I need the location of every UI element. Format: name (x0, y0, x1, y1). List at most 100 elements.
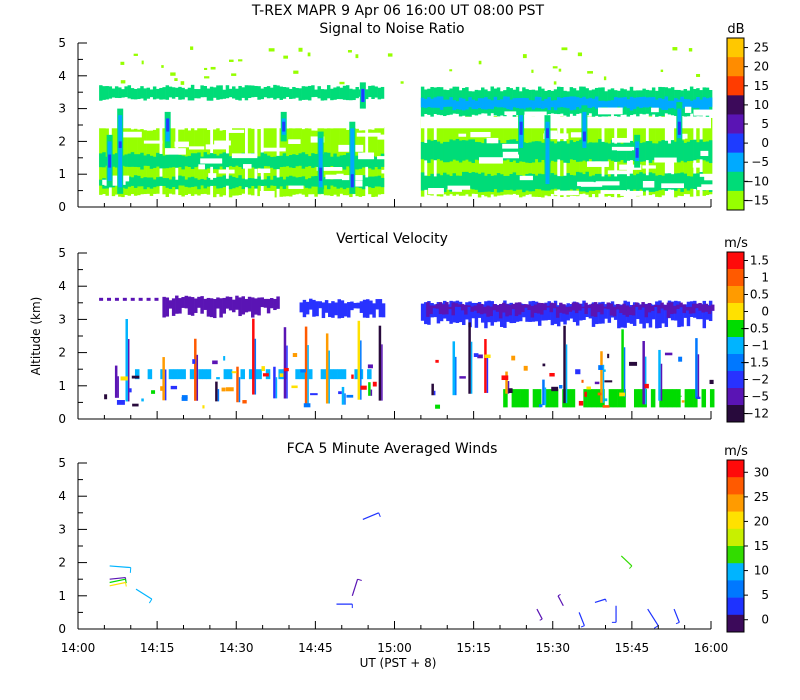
vv-speckle (435, 404, 441, 409)
snr-plume-core (118, 115, 123, 188)
vv-cell (276, 296, 280, 309)
vv-speckle (231, 371, 237, 374)
vv-cell (223, 369, 229, 380)
snr-cell (184, 156, 189, 167)
vv-streak (623, 347, 626, 398)
snr-cell (266, 155, 271, 167)
vv-cell (165, 297, 170, 317)
snr-cell (572, 142, 577, 161)
snr-cell (320, 89, 325, 101)
wind-barb (620, 555, 633, 567)
vv-cell (189, 369, 195, 380)
snr-cell (285, 156, 290, 167)
snr-gap (619, 164, 642, 170)
snr-cell (190, 176, 195, 187)
snr-cell (569, 174, 574, 190)
colorbar-label: −1 (751, 339, 769, 353)
snr-gap (231, 153, 258, 159)
snr-cell (572, 96, 577, 110)
vv-cell (619, 305, 623, 314)
wind-barb-flag (580, 625, 585, 628)
vv-speckle (586, 386, 591, 390)
snr-cell (636, 97, 640, 107)
snr-cell (705, 98, 710, 111)
vv-cell (705, 304, 710, 320)
vv-speckle (283, 367, 289, 372)
snr-cell (629, 96, 634, 111)
vv-speckle (603, 369, 606, 372)
snr-cell (525, 98, 529, 108)
vv-streak (679, 395, 682, 397)
snr-cell (377, 87, 382, 100)
vv-cell (532, 389, 538, 408)
vv-streak (238, 377, 241, 403)
vv-cell (460, 304, 465, 311)
vv-cell (369, 300, 373, 315)
snr-plume-peak (108, 154, 112, 168)
snr-cell (686, 141, 691, 162)
vv-cell (677, 301, 681, 328)
snr-cell (541, 174, 545, 191)
vv-speckle (523, 365, 528, 371)
colorbar-label: 0 (761, 305, 769, 319)
vv-cell (650, 305, 655, 311)
snr-cell (487, 139, 491, 161)
snr-cell (244, 154, 249, 166)
snr-cell (556, 141, 561, 160)
snr-cell (124, 154, 128, 167)
snr-cell (273, 175, 277, 186)
snr-cell (175, 152, 179, 168)
vv-cell (638, 304, 642, 310)
snr-cell (550, 141, 555, 161)
data-layer (109, 512, 680, 629)
snr-gap (570, 132, 587, 138)
colorbar-unit: m/s (724, 236, 748, 251)
snr-cell (455, 101, 460, 110)
vv-streak (658, 349, 661, 401)
snr-cell (683, 173, 688, 189)
vv-cell (559, 302, 563, 313)
snr-cell (260, 152, 264, 170)
vv-cell (147, 369, 153, 380)
vv-streak (236, 366, 239, 403)
colorbar: 30 25 20 15 10 5 0 m/s (724, 444, 769, 633)
snr-gap (310, 136, 325, 143)
vv-cell (257, 369, 262, 380)
snr-cell (111, 88, 116, 98)
snr-cell (279, 155, 283, 168)
snr-speckle (204, 76, 210, 79)
snr-cell (238, 85, 242, 101)
vv-cell (222, 297, 226, 314)
snr-cell (490, 175, 494, 192)
snr-cell (455, 138, 460, 161)
snr-speckle (553, 81, 557, 85)
snr-cell (465, 101, 469, 110)
vv-cell (537, 304, 542, 326)
snr-cell (355, 155, 359, 170)
snr-gap (261, 107, 269, 115)
vv-cell (525, 305, 529, 322)
snr-cell (162, 155, 166, 169)
snr-cell (345, 152, 350, 167)
vv-cell (448, 306, 452, 310)
wind-barb-flag (148, 598, 153, 604)
snr-gap (595, 181, 620, 186)
vv-cell (657, 304, 661, 314)
wind-barb-flag (539, 618, 543, 621)
snr-cell (512, 139, 517, 161)
snr-cell (232, 176, 236, 189)
snr-cell (655, 175, 659, 192)
snr-speckle (577, 52, 583, 57)
snr-cell (254, 156, 258, 169)
snr-gap (165, 148, 186, 155)
snr-cell (127, 176, 132, 187)
snr-gap (607, 170, 628, 175)
snr-cell (560, 141, 564, 161)
vv-cell (187, 296, 192, 315)
vv-streak (162, 357, 165, 401)
vv-streak (695, 338, 698, 399)
snr-cell (314, 89, 318, 97)
snr-plume-peak (635, 147, 639, 158)
snr-cell (241, 178, 245, 190)
snr-cell (617, 142, 621, 162)
